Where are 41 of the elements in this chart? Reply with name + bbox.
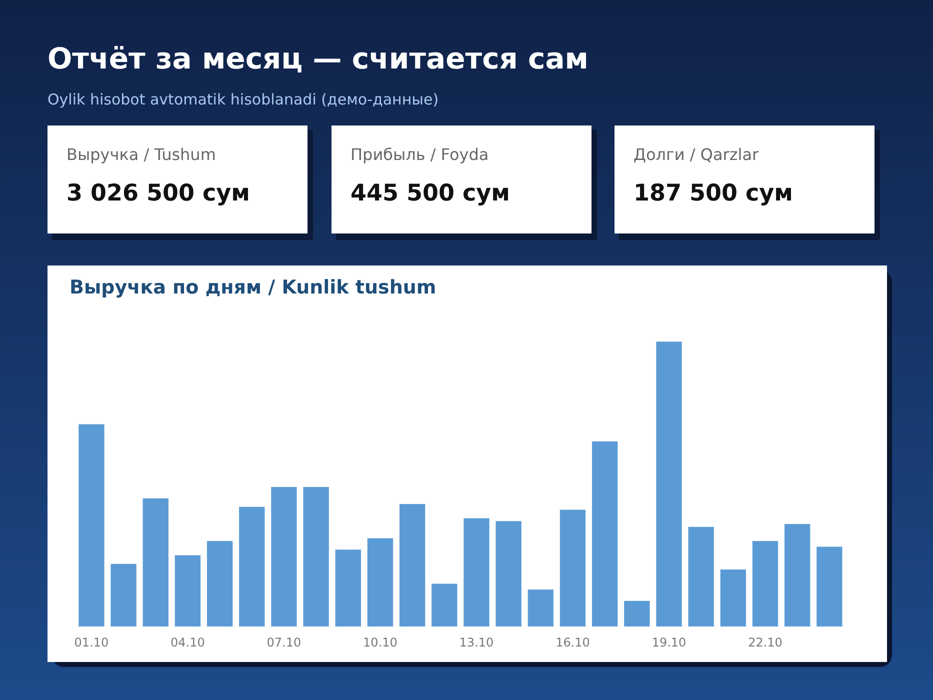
bar: [496, 521, 522, 626]
bar: [752, 541, 778, 626]
text: Долги / Qarzlar: [634, 145, 760, 164]
bar: [78, 424, 104, 626]
bar: [367, 538, 394, 626]
bar: [239, 506, 265, 626]
bar: [174, 555, 201, 626]
bar: [816, 546, 842, 626]
bar: [206, 541, 233, 626]
bar: [432, 584, 458, 626]
bar: [271, 486, 297, 626]
text: 3 026 500 сум: [66, 180, 250, 206]
x-tick-label: 22.10: [748, 636, 782, 650]
bar: [784, 524, 810, 626]
x-tick-label: 10.10: [363, 636, 398, 650]
text: Отчёт за месяц — считается сам: [48, 42, 588, 76]
bar: [399, 504, 426, 626]
bar: [688, 526, 714, 626]
text: Oylik hisobot avtomatik hisoblanadi (демо-данные): [48, 90, 439, 108]
chart-title: Выручка по дням / Kunlik tushum: [70, 276, 436, 298]
x-tick-label: 01.10: [74, 636, 109, 650]
bar: [592, 441, 618, 626]
x-tick-label: 13.10: [459, 636, 494, 650]
x-tick-label: 16.10: [556, 636, 590, 650]
bar: [720, 570, 746, 626]
bar: [303, 486, 329, 626]
bar: [656, 342, 682, 626]
bar: [142, 498, 168, 626]
bar: [464, 518, 490, 626]
bar: [624, 600, 650, 626]
text: Выручка / Tushum: [66, 145, 216, 164]
bar: [528, 589, 554, 626]
bar: [110, 564, 136, 626]
text: Прибыль / Foyda: [350, 145, 489, 164]
text: 187 500 сум: [634, 180, 793, 206]
bar: [560, 510, 586, 626]
x-tick-label: 19.10: [652, 636, 686, 650]
x-tick-label: 04.10: [170, 636, 205, 650]
text: 445 500 сум: [350, 180, 510, 206]
bar: [335, 550, 361, 626]
x-tick-label: 07.10: [266, 636, 302, 650]
